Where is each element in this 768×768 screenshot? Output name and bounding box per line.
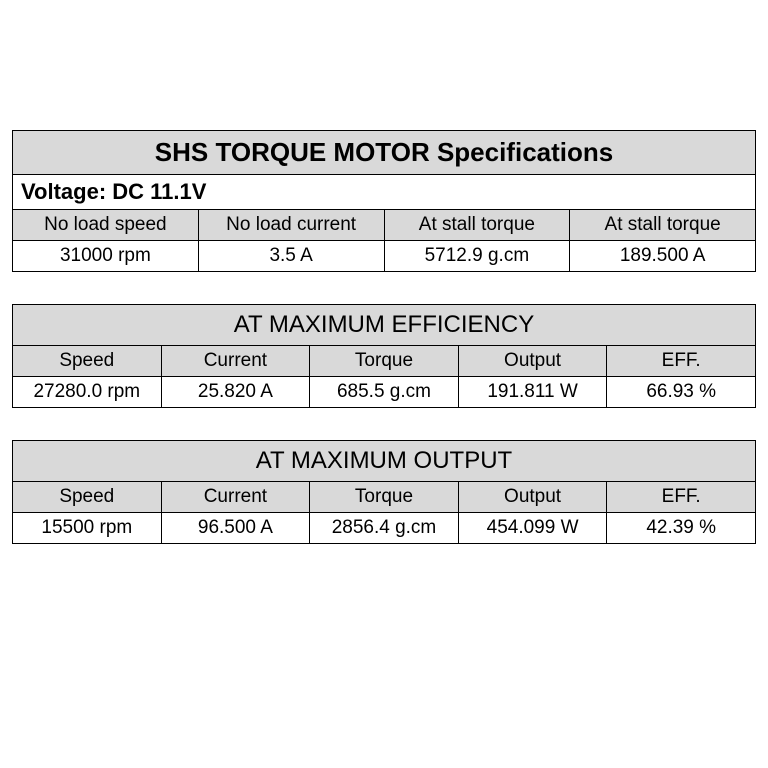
- eff-header-4: EFF.: [607, 346, 756, 377]
- main-value-1: 3.5 A: [198, 241, 384, 272]
- eff-value-4: 66.93 %: [607, 377, 756, 408]
- main-header-0: No load speed: [13, 210, 199, 241]
- eff-header-0: Speed: [13, 346, 162, 377]
- main-value-3: 189.500 A: [570, 241, 756, 272]
- output-title: AT MAXIMUM OUTPUT: [13, 441, 756, 482]
- main-value-0: 31000 rpm: [13, 241, 199, 272]
- main-value-2: 5712.9 g.cm: [384, 241, 570, 272]
- eff-header-3: Output: [458, 346, 607, 377]
- out-header-0: Speed: [13, 482, 162, 513]
- main-header-3: At stall torque: [570, 210, 756, 241]
- spec-sheet: SHS TORQUE MOTOR Specifications Voltage:…: [12, 12, 756, 544]
- out-header-4: EFF.: [607, 482, 756, 513]
- efficiency-title: AT MAXIMUM EFFICIENCY: [13, 305, 756, 346]
- eff-header-2: Torque: [310, 346, 459, 377]
- out-header-1: Current: [161, 482, 310, 513]
- main-header-2: At stall torque: [384, 210, 570, 241]
- main-header-1: No load current: [198, 210, 384, 241]
- main-title: SHS TORQUE MOTOR Specifications: [13, 131, 756, 175]
- voltage-label: Voltage: DC 11.1V: [13, 175, 756, 210]
- main-spec-table: SHS TORQUE MOTOR Specifications Voltage:…: [12, 130, 756, 272]
- efficiency-table: AT MAXIMUM EFFICIENCY Speed Current Torq…: [12, 304, 756, 408]
- eff-header-1: Current: [161, 346, 310, 377]
- eff-value-3: 191.811 W: [458, 377, 607, 408]
- out-value-1: 96.500 A: [161, 513, 310, 544]
- eff-value-0: 27280.0 rpm: [13, 377, 162, 408]
- out-value-3: 454.099 W: [458, 513, 607, 544]
- out-header-2: Torque: [310, 482, 459, 513]
- output-table: AT MAXIMUM OUTPUT Speed Current Torque O…: [12, 440, 756, 544]
- out-header-3: Output: [458, 482, 607, 513]
- out-value-4: 42.39 %: [607, 513, 756, 544]
- out-value-0: 15500 rpm: [13, 513, 162, 544]
- eff-value-2: 685.5 g.cm: [310, 377, 459, 408]
- out-value-2: 2856.4 g.cm: [310, 513, 459, 544]
- eff-value-1: 25.820 A: [161, 377, 310, 408]
